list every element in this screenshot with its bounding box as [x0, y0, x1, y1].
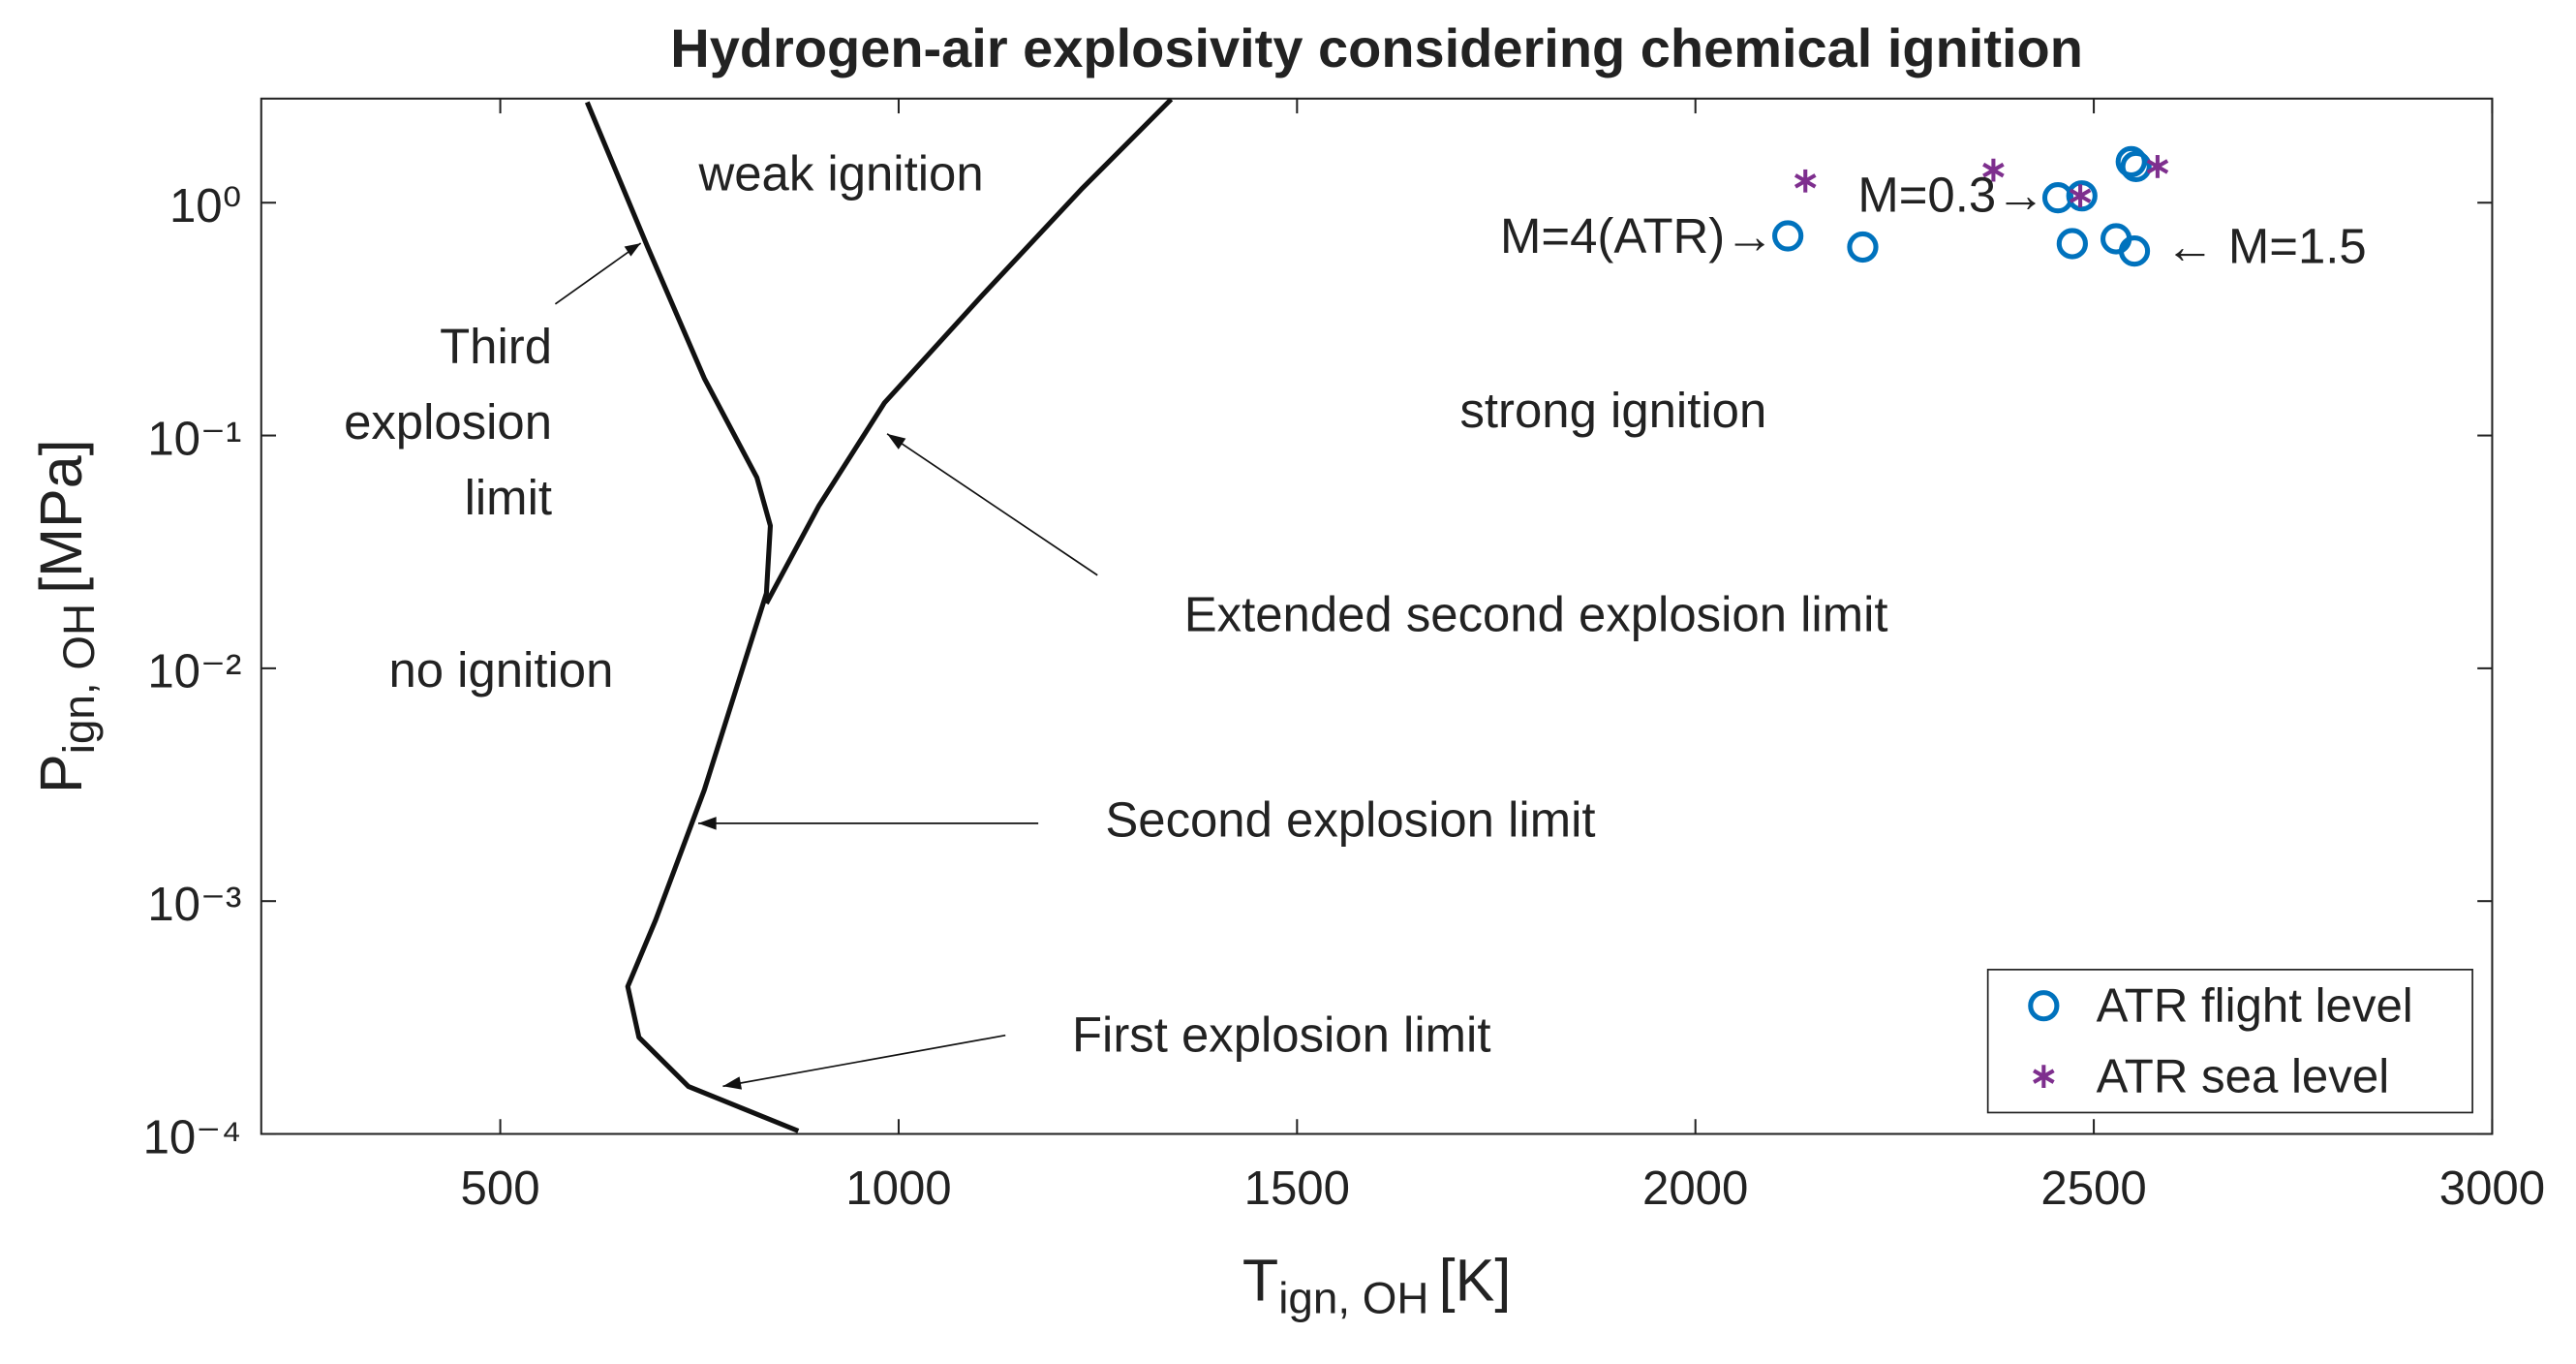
- legend-box: [1986, 969, 2473, 1114]
- x-tick-label: 500: [461, 1162, 540, 1215]
- x-axis-label-main: T: [1242, 1248, 1278, 1314]
- x-tick-label: 2000: [1642, 1162, 1748, 1215]
- y-axis-label-main: P: [28, 754, 94, 793]
- y-tick-label: 10⁻⁴: [143, 1110, 242, 1163]
- annotation: Second explosion limit: [1105, 791, 1595, 847]
- annotation: limit: [465, 470, 552, 525]
- plot-frame: [260, 97, 2494, 1135]
- circle-marker: [2056, 228, 2088, 260]
- x-axis-label-sub: ign, OH: [1278, 1274, 1428, 1323]
- y-axis-label: Pign, OH [MPa]: [28, 439, 104, 793]
- annotation: weak ignition: [698, 146, 984, 202]
- circle-marker: [1772, 220, 1804, 252]
- circle-marker: [2066, 180, 2098, 212]
- y-tick-label: 10⁻³: [147, 878, 241, 931]
- legend-label: ATR flight level: [2097, 979, 2413, 1033]
- annotation: First explosion limit: [1072, 1008, 1491, 1063]
- annotation: M=0.3→: [1857, 168, 2045, 223]
- annotation: strong ignition: [1460, 383, 1767, 438]
- star-marker: [2069, 184, 2092, 208]
- annotation-arrow: [722, 1034, 1006, 1088]
- star-marker: [2033, 1065, 2055, 1089]
- x-tick-label: 2500: [2040, 1162, 2146, 1215]
- circle-marker: [1847, 231, 1879, 264]
- star-marker: [1794, 169, 1817, 193]
- y-tick-label: 10⁻²: [147, 645, 241, 698]
- annotation: Third: [440, 319, 552, 374]
- star-marker: [2146, 155, 2169, 178]
- circle-marker: [2118, 235, 2151, 267]
- star-stroke: [2069, 188, 2092, 203]
- annotation-arrow: [554, 242, 642, 305]
- y-axis-label-sub: ign, OH: [54, 604, 104, 754]
- x-axis-label-unit: [K]: [1439, 1248, 1512, 1314]
- star-stroke: [1982, 162, 2005, 178]
- annotation: ← M=1.5: [2165, 218, 2367, 273]
- x-tick-label: 3000: [2439, 1162, 2545, 1215]
- legend-marker: [2028, 990, 2060, 1022]
- arrow-head: [697, 817, 717, 830]
- annotation: M=4(ATR)→: [1500, 208, 1774, 264]
- arrow-head: [722, 1076, 743, 1090]
- x-tick-label: 1500: [1244, 1162, 1350, 1215]
- x-tick-label: 1000: [845, 1162, 951, 1215]
- chart-title: Hydrogen-air explosivity considering che…: [670, 17, 2083, 78]
- star-stroke: [2033, 1069, 2055, 1084]
- annotation: explosion: [344, 394, 552, 450]
- y-tick-label: 10⁰: [169, 179, 241, 232]
- arrow-head: [624, 243, 641, 257]
- boundary-line: [584, 101, 800, 1133]
- y-axis-label-unit: [MPa]: [28, 439, 94, 593]
- x-axis-label: Tign, OH [K]: [1242, 1248, 1511, 1323]
- star-stroke: [2146, 159, 2169, 174]
- annotation-arrow: [886, 433, 1098, 576]
- arrow-head: [887, 433, 906, 450]
- boundary-line: [764, 98, 1174, 605]
- star-stroke: [1794, 173, 1817, 189]
- y-tick-label: 10⁻¹: [147, 412, 241, 465]
- legend-label: ATR sea level: [2097, 1050, 2390, 1103]
- circle-marker: [2115, 145, 2147, 178]
- circle-marker: [2120, 150, 2152, 183]
- annotation: no ignition: [388, 642, 613, 698]
- star-marker: [1982, 158, 2005, 182]
- annotation: Extended second explosion limit: [1184, 586, 1888, 641]
